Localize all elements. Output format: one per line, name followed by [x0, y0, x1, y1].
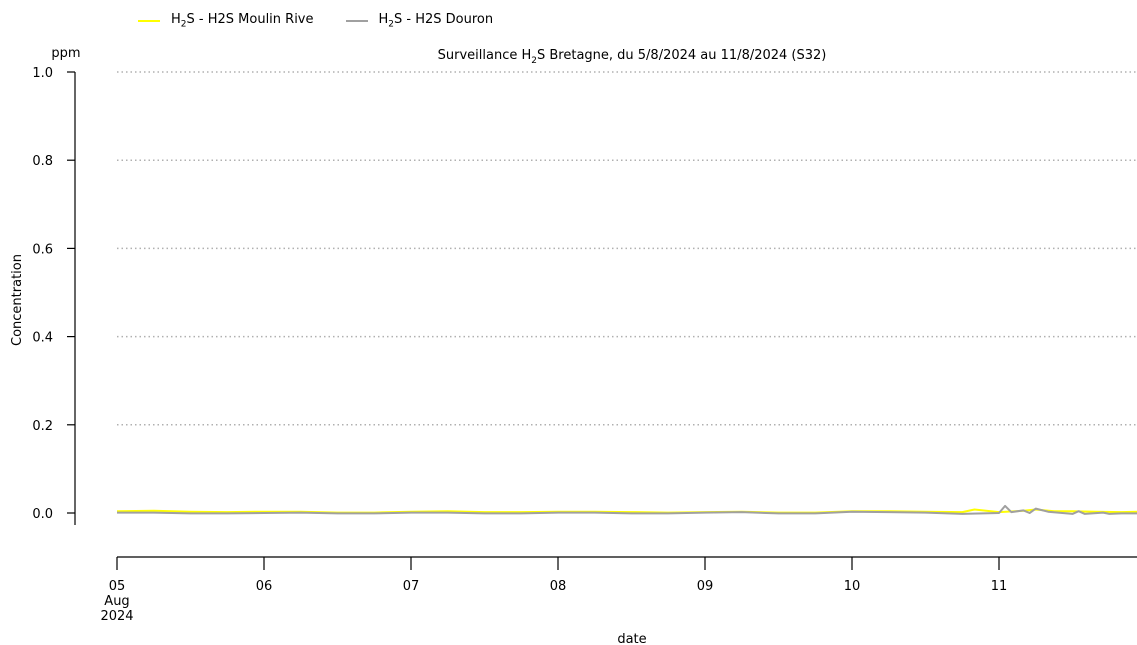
y-tick-label: 0.8 — [32, 154, 53, 169]
x-axis-title: date — [617, 632, 646, 645]
legend-swatch-douron — [345, 19, 368, 22]
legend-item-douron[interactable]: H2S - H2S Douron — [345, 12, 494, 30]
legend-label-moulin-rive: H2S - H2S Moulin Rive — [171, 12, 314, 30]
y-tick-label: 0.0 — [32, 507, 53, 522]
legend-item-moulin-rive[interactable]: H2S - H2S Moulin Rive — [138, 12, 314, 30]
x-tick-label: 08 — [550, 579, 567, 594]
legend-label-douron: H2S - H2S Douron — [378, 12, 494, 30]
y-tick-label: 1.0 — [32, 66, 53, 81]
x-tick-label: 07 — [403, 579, 420, 594]
x-tick-label: 11 — [991, 579, 1008, 594]
chart-title: Surveillance H2S Bretagne, du 5/8/2024 a… — [438, 48, 827, 66]
y-tick-label: 0.2 — [32, 419, 53, 434]
legend-swatch-moulin-rive — [138, 19, 160, 22]
y-axis-title: Concentration — [10, 254, 25, 346]
y-tick-label: 0.4 — [32, 331, 53, 346]
x-tick-label: 05 — [109, 579, 126, 594]
legend: H2S - H2S Moulin Rive H2S - H2S Douron — [138, 12, 493, 30]
x-tick-label: 06 — [256, 579, 273, 594]
x-tick-label: 09 — [697, 579, 714, 594]
y-tick-label: 0.6 — [32, 242, 53, 257]
series-line-douron — [117, 504, 1137, 515]
x-tick-year-label: 2024 — [100, 609, 133, 624]
y-unit-label: ppm — [51, 46, 80, 61]
x-tick-month-label: Aug — [104, 594, 129, 609]
x-tick-label: 10 — [844, 579, 861, 594]
